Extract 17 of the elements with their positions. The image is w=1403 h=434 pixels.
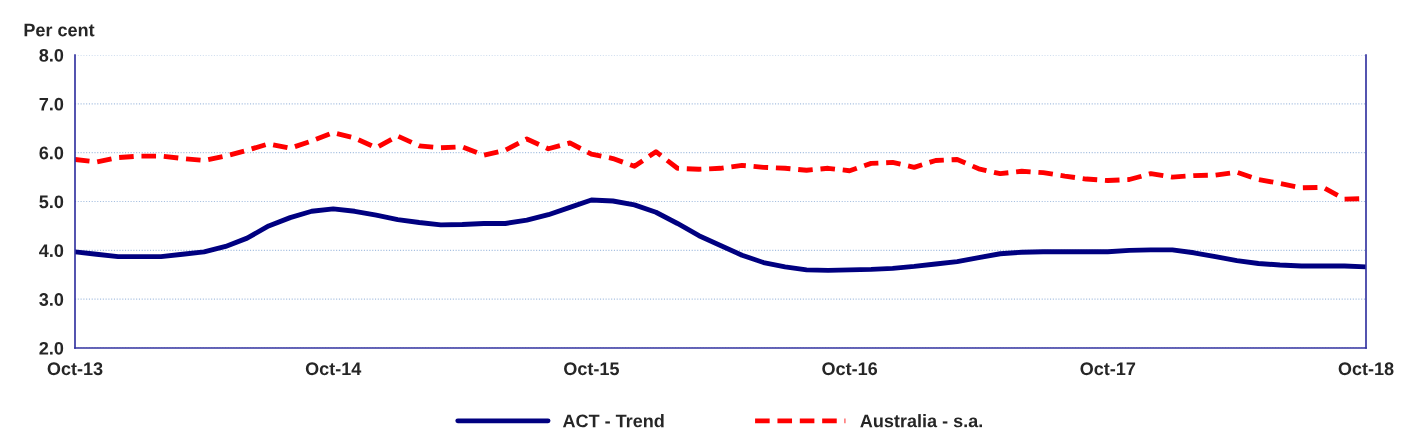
y-tick-label: 4.0 <box>39 244 64 258</box>
y-tick-label: 3.0 <box>39 293 64 306</box>
x-tick-label: Oct-17 <box>1080 362 1136 376</box>
y-tick-label: 5.0 <box>39 195 64 209</box>
legend-label: ACT - Trend <box>562 414 664 428</box>
y-tick-label: 7.0 <box>39 97 64 111</box>
legend-label: Australia - s.a. <box>860 414 982 428</box>
y-tick-label: 8.0 <box>39 48 64 62</box>
y-tick-label: 6.0 <box>39 146 64 160</box>
x-tick-label: Oct-18 <box>1338 362 1394 376</box>
y-tick-label: 2.0 <box>39 341 64 355</box>
y-axis-title: Per cent <box>24 23 95 37</box>
x-tick-label: Oct-16 <box>822 362 878 376</box>
x-tick-label: Oct-14 <box>305 362 362 376</box>
x-tick-label: Oct-13 <box>47 362 103 376</box>
x-tick-label: Oct-15 <box>564 362 619 376</box>
line-series <box>75 197 1366 273</box>
